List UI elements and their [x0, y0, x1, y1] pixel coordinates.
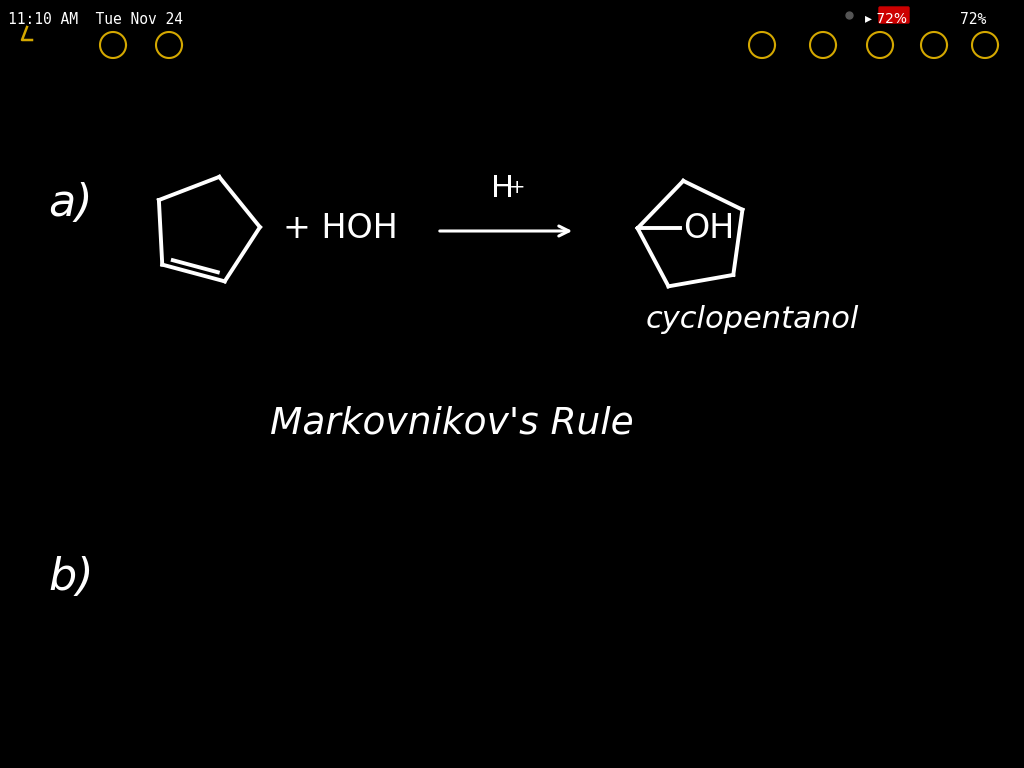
Text: H: H	[490, 174, 514, 203]
Text: + HOH: + HOH	[283, 211, 397, 244]
Text: 72%: 72%	[961, 12, 986, 27]
FancyBboxPatch shape	[879, 7, 909, 23]
Text: a): a)	[48, 181, 92, 224]
Text: OH: OH	[684, 212, 735, 245]
Text: Markovnikov's Rule: Markovnikov's Rule	[270, 405, 634, 441]
Text: +: +	[509, 178, 525, 197]
Text: ▸ 72%: ▸ 72%	[865, 12, 907, 26]
Text: cyclopentanol: cyclopentanol	[646, 305, 859, 334]
Text: b): b)	[48, 557, 93, 600]
Text: 11:10 AM  Tue Nov 24: 11:10 AM Tue Nov 24	[8, 12, 183, 27]
